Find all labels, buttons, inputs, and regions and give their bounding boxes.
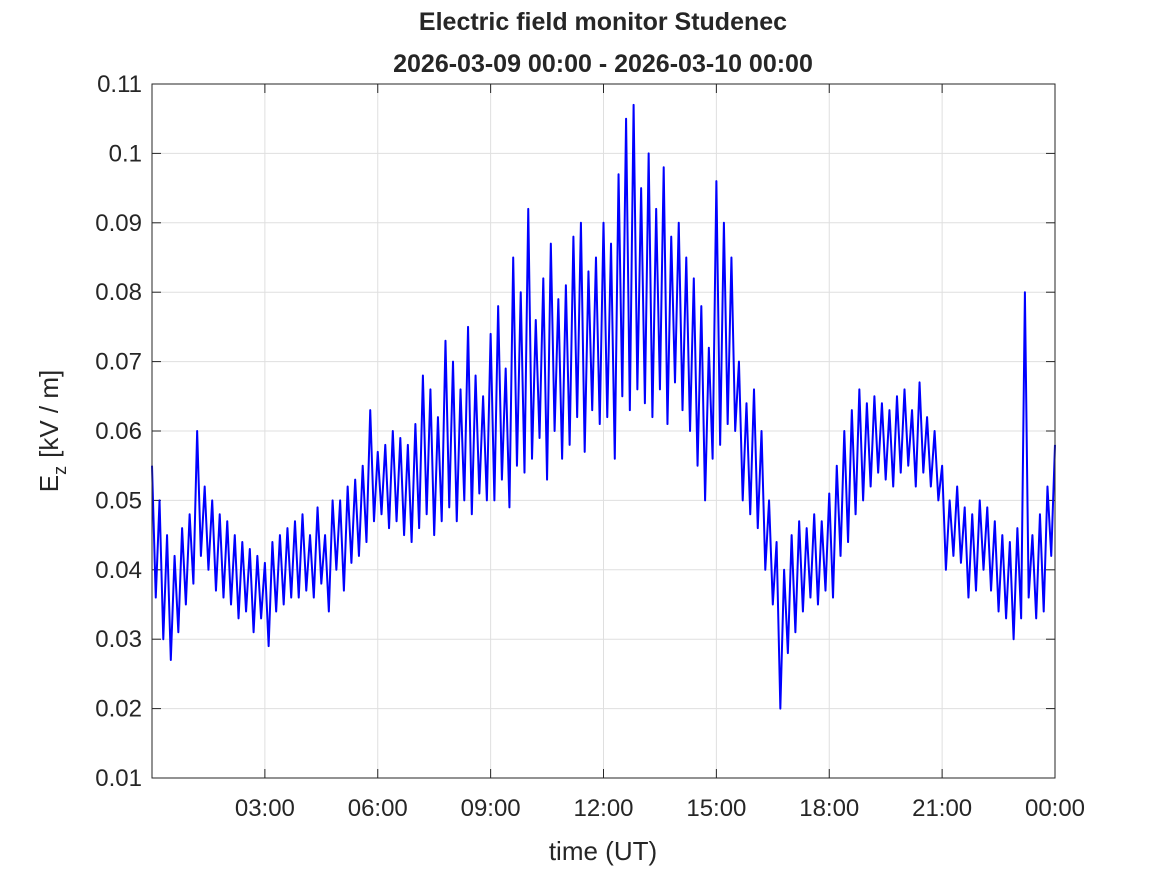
y-tick-label: 0.08 xyxy=(95,279,142,306)
y-tick-label: 0.02 xyxy=(95,696,142,723)
x-axis-label: time (UT) xyxy=(549,836,657,866)
x-tick-label: 00:00 xyxy=(1025,795,1085,822)
y-tick-label: 0.06 xyxy=(95,418,142,445)
x-tick-label: 15:00 xyxy=(686,795,746,822)
y-label-main: E xyxy=(34,475,64,492)
y-tick-label: 0.11 xyxy=(97,71,142,98)
x-tick-label: 21:00 xyxy=(912,795,972,822)
y-tick-label: 0.09 xyxy=(95,210,142,237)
x-tick-label: 09:00 xyxy=(461,795,521,822)
y-tick-label: 0.04 xyxy=(95,557,142,584)
chart-title: Electric field monitor Studenec xyxy=(419,8,787,36)
x-tick-label: 18:00 xyxy=(799,795,859,822)
y-tick-label: 0.05 xyxy=(95,487,142,514)
x-tick-label: 03:00 xyxy=(235,795,295,822)
chart-subtitle: 2026-03-09 00:00 - 2026-03-10 00:00 xyxy=(393,50,813,78)
y-tick-label: 0.03 xyxy=(95,626,142,653)
y-tick-label: 0.01 xyxy=(95,765,142,792)
y-label-unit: [kV / m] xyxy=(34,370,64,458)
data-line xyxy=(151,103,1056,710)
x-tick-label: 12:00 xyxy=(573,795,633,822)
plot-frame xyxy=(151,83,1056,779)
y-label-sub: z xyxy=(50,466,70,475)
y-axis-label: Ez [kV / m] xyxy=(34,370,70,492)
y-tick-label: 0.1 xyxy=(109,140,142,167)
x-tick-label: 06:00 xyxy=(348,795,408,822)
y-tick-label: 0.07 xyxy=(95,349,142,376)
